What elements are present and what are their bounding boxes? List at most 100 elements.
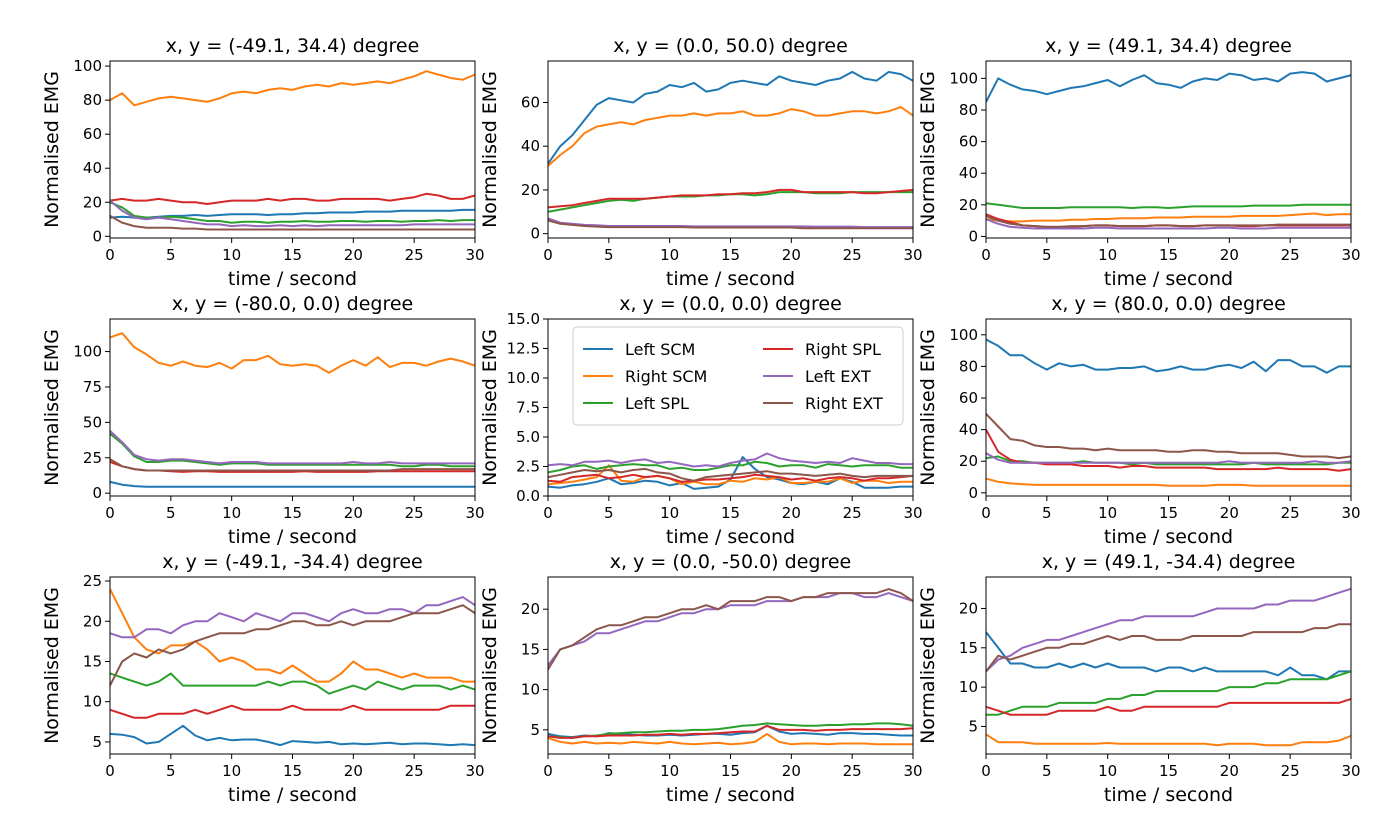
x-tick-label: 0 [981,762,991,780]
series-line-left-scm [986,338,1351,374]
x-tick-label: 30 [465,762,484,780]
chart-panel: 0 5 10 15 20 25 30 5 10 15 20 x, y = (0.0, -50.0) d… [479,551,923,806]
chart-title: x, y = (49.1, 34.4) degree [1045,35,1292,57]
y-tick-label: 2.5 [516,458,540,476]
chart-title: x, y = (-80.0, 0.0) degree [172,293,413,315]
series-group [110,70,475,231]
series-line-left-ext [548,452,913,468]
series-line-left-ext [548,217,913,229]
y-tick-label: 20 [959,452,978,470]
series-line-right-scm [548,732,913,746]
series-line-left-ext [110,430,475,465]
x-tick-label: 5 [604,504,614,522]
series-line-left-ext [548,592,913,667]
x-tick-label: 5 [1042,504,1052,522]
y-tick-label: 100 [73,343,102,361]
series-line-right-spl [548,724,913,739]
series-group [110,332,475,488]
x-tick-label: 30 [903,762,922,780]
x-tick-label: 15 [721,762,740,780]
y-tick-label: 15.0 [507,310,540,328]
x-axis-label: time / second [1104,526,1233,548]
chart-title: x, y = (80.0, 0.0) degree [1051,293,1286,315]
x-tick-label: 25 [843,246,862,264]
chart-title: x, y = (0.0, 0.0) degree [619,293,842,315]
x-tick-label: 5 [1042,762,1052,780]
series-line-right-scm [110,588,475,683]
series-line-left-ext [986,587,1351,673]
y-tick-label: 10 [521,681,540,699]
x-tick-label: 10 [660,246,679,264]
series-line-left-scm [986,631,1351,681]
x-axis-label: time / second [666,268,795,290]
legend-label: Left SPL [625,394,689,413]
x-tick-label: 15 [283,246,302,264]
x-tick-label: 20 [782,246,801,264]
series-line-left-ext [986,452,1351,464]
y-tick-label: 7.5 [516,399,540,417]
series-line-right-ext [548,588,913,671]
x-tick-label: 0 [981,504,991,522]
y-tick-label: 40 [959,164,978,182]
y-tick-label: 20 [959,599,978,617]
legend-box [572,326,904,426]
x-tick-label: 30 [903,246,922,264]
chart-panel: 0 5 10 15 20 25 30 0 20 40 60 x, y = (0.0, 50.0) de… [479,35,923,290]
series-line-right-ext [548,219,913,230]
x-tick-label: 0 [543,504,553,522]
chart-title: x, y = (0.0, -50.0) degree [610,551,851,573]
y-tick-label: 20 [521,600,540,618]
series-line-left-scm [110,480,475,488]
series-group [986,71,1351,230]
x-tick-label: 15 [721,504,740,522]
x-tick-label: 5 [166,246,176,264]
chart-title: x, y = (0.0, 50.0) degree [613,35,848,57]
chart-panel: 0 5 10 15 20 25 30 0 20 40 60 80 100 x, y = (-49.1, 3… [41,35,485,290]
y-tick-label: 15 [83,652,102,670]
x-axis-label: time / second [228,268,357,290]
y-tick-label: 10 [83,693,102,711]
series-group [110,588,475,747]
series-line-right-ext [110,215,475,231]
series-line-right-scm [110,70,475,107]
series-line-right-scm [548,105,913,167]
y-tick-label: 25 [83,449,102,467]
y-tick-label: 5 [530,721,540,739]
x-tick-label: 10 [222,504,241,522]
x-tick-label: 25 [405,762,424,780]
series-line-right-spl [110,192,475,205]
x-tick-label: 20 [344,762,363,780]
y-tick-label: 20 [83,193,102,211]
x-tick-label: 15 [1159,246,1178,264]
series-line-left-scm [110,724,475,747]
y-tick-label: 50 [83,413,102,431]
y-tick-label: 5 [92,733,102,751]
series-line-right-spl [548,473,913,483]
x-tick-label: 10 [1098,762,1117,780]
x-tick-label: 25 [405,246,424,264]
y-tick-label: 60 [83,125,102,143]
series-line-left-ext [110,199,475,228]
y-tick-label: 60 [959,389,978,407]
y-tick-label: 20 [521,181,540,199]
x-tick-label: 25 [1281,762,1300,780]
y-tick-label: 80 [959,101,978,119]
x-tick-label: 5 [166,504,176,522]
axes-frame [985,576,1352,755]
series-line-right-ext [986,413,1351,460]
series-line-right-spl [548,188,913,209]
series-group [986,338,1351,487]
y-tick-label: 75 [83,378,102,396]
x-axis-label: time / second [1104,784,1233,806]
x-tick-label: 10 [222,762,241,780]
y-tick-label: 0 [968,227,978,245]
x-tick-label: 15 [283,504,302,522]
series-group [548,452,913,490]
y-tick-label: 20 [83,612,102,630]
x-tick-label: 30 [1341,762,1360,780]
legend-label: Right SPL [805,340,881,359]
y-tick-label: 0 [92,227,102,245]
x-tick-label: 15 [1159,504,1178,522]
